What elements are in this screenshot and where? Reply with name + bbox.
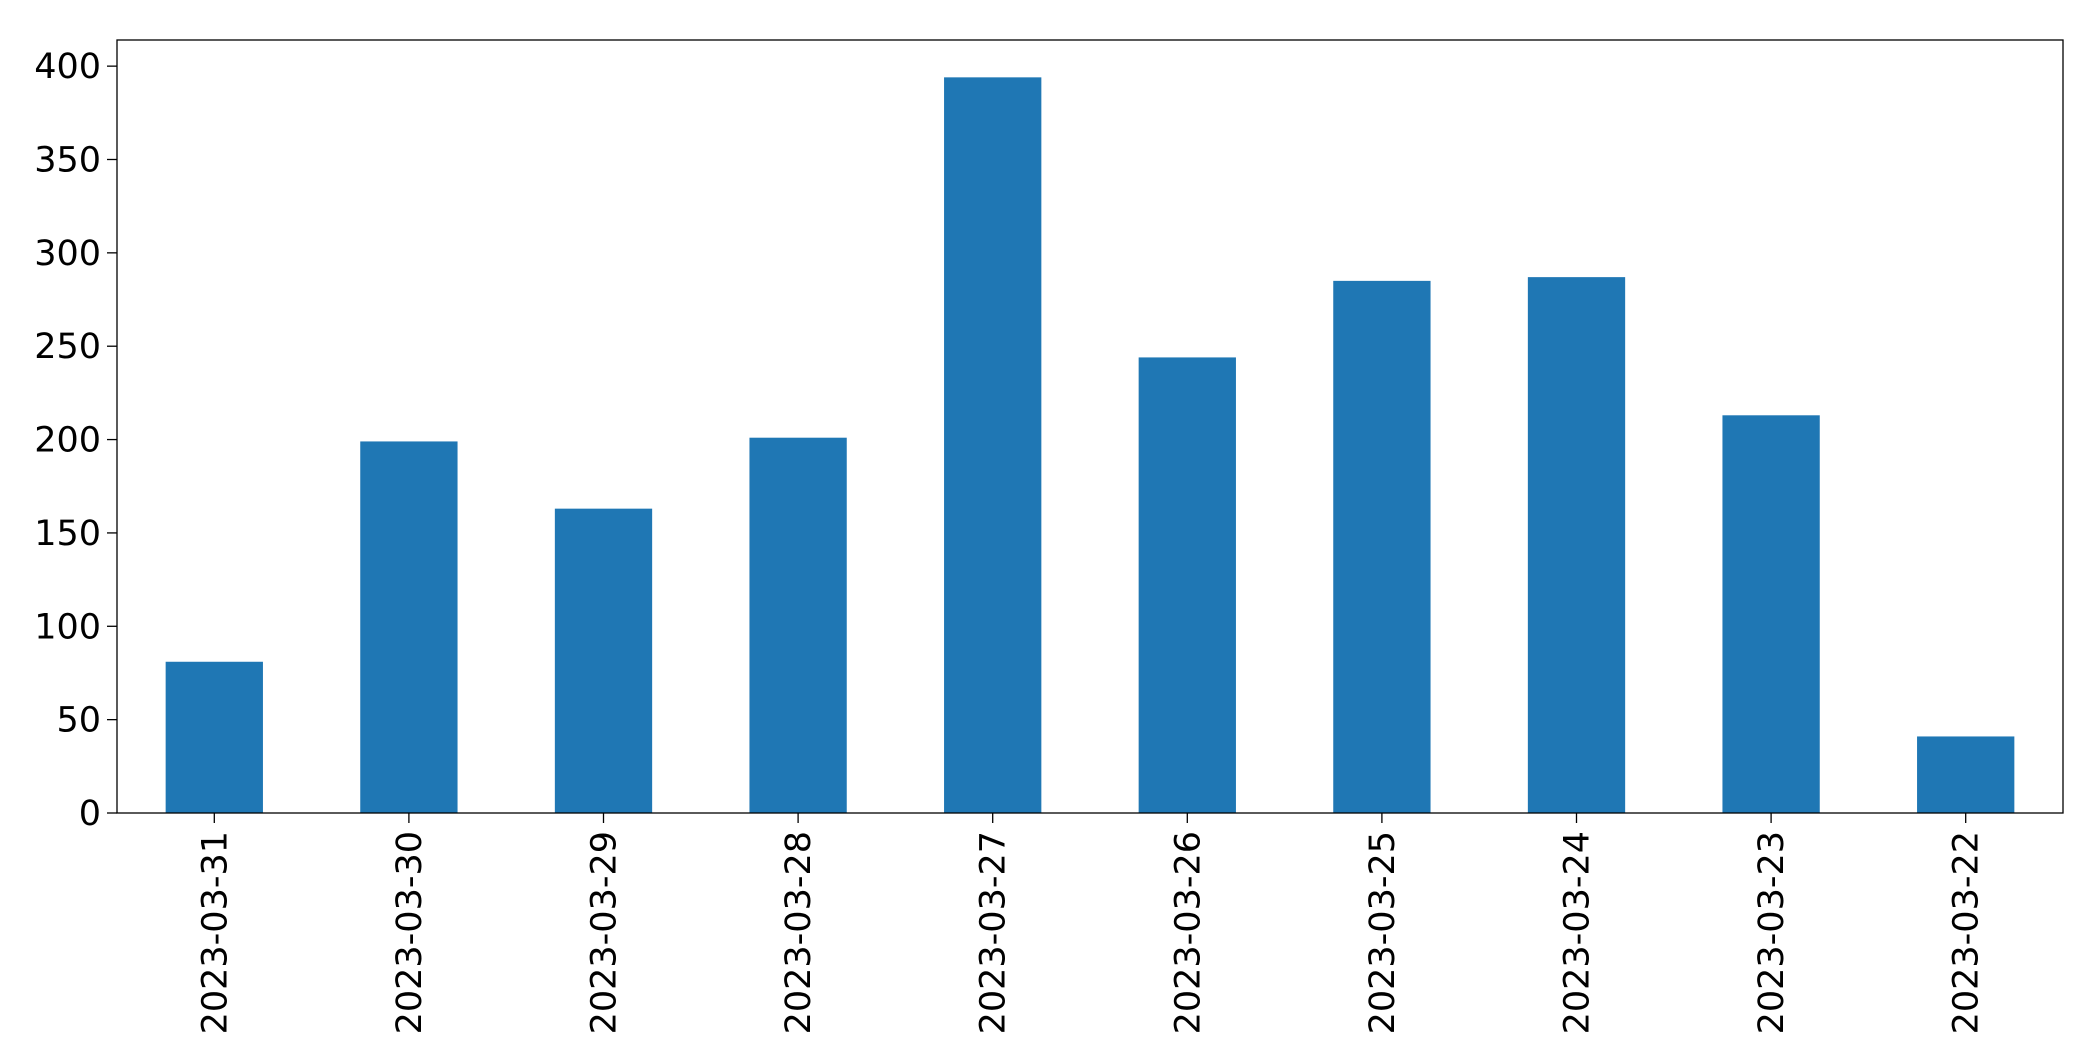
bar bbox=[360, 441, 458, 813]
bar bbox=[1527, 277, 1626, 813]
y-tick-label: 300 bbox=[34, 234, 101, 274]
x-tick-label: 2023-03-24 bbox=[1558, 831, 1598, 1034]
bar bbox=[749, 437, 847, 813]
x-tick-label: 2023-03-22 bbox=[1947, 831, 1987, 1034]
x-tick-label: 2023-03-25 bbox=[1363, 831, 1403, 1034]
x-tick-label: 2023-03-29 bbox=[585, 831, 625, 1034]
x-tick-label: 2023-03-31 bbox=[195, 831, 235, 1034]
y-tick-label: 250 bbox=[34, 327, 101, 367]
y-tick-label: 350 bbox=[34, 140, 101, 180]
x-tick-label: 2023-03-26 bbox=[1168, 831, 1208, 1034]
bar bbox=[554, 508, 653, 813]
x-tick-label: 2023-03-27 bbox=[974, 831, 1014, 1034]
x-tick-label: 2023-03-28 bbox=[779, 831, 819, 1034]
bar bbox=[165, 661, 263, 813]
y-tick-label: 0 bbox=[79, 794, 101, 834]
y-tick-label: 100 bbox=[34, 607, 101, 647]
y-tick-label: 150 bbox=[34, 514, 101, 554]
bar bbox=[1138, 357, 1236, 813]
bar bbox=[944, 77, 1042, 813]
x-tick-label: 2023-03-23 bbox=[1752, 831, 1792, 1034]
bar bbox=[1333, 280, 1431, 813]
x-tick-label: 2023-03-30 bbox=[390, 831, 430, 1034]
y-tick-label: 50 bbox=[56, 701, 101, 741]
y-tick-label: 400 bbox=[34, 47, 101, 87]
bar bbox=[1722, 415, 1820, 813]
bar bbox=[1917, 736, 2015, 813]
plot-frame bbox=[116, 39, 2064, 814]
y-tick-label: 200 bbox=[34, 421, 101, 461]
